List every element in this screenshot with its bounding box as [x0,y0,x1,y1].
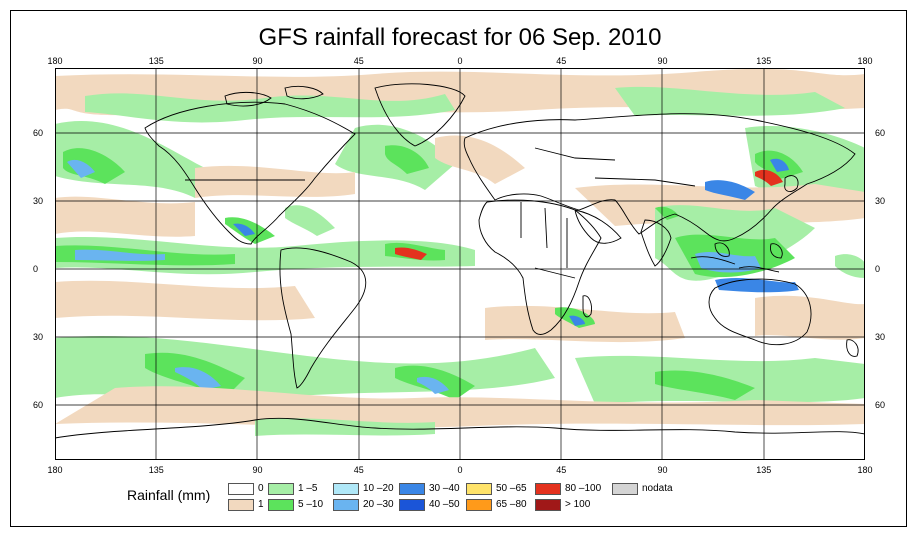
legend-swatch [399,483,425,495]
legend-swatch [228,483,254,495]
legend-swatch [535,499,561,511]
graticule [55,68,865,460]
bottom-lon-tick: 45 [353,465,364,475]
legend-label: 10 –20 [363,483,394,494]
legend-swatch [228,499,254,511]
bottom-lon-tick: 90 [252,465,263,475]
right-lat-tick: 0 [875,264,881,274]
legend-swatch [612,483,638,495]
bottom-lon-tick: 180 [47,465,63,475]
left-lat-tick: 30 [33,196,44,206]
left-lat-tick: 60 [33,400,44,410]
legend-label: 65 –80 [496,499,527,510]
legend-label: 80 –100 [565,483,602,494]
legend-label: 20 –30 [363,499,394,510]
legend-label: 40 –50 [429,499,460,510]
top-lon-tick: 90 [252,56,263,66]
rainfall-map [55,68,865,460]
left-lat-tick: 0 [33,264,39,274]
legend-title: Rainfall (mm) [127,487,211,503]
bottom-lon-tick: 135 [148,465,164,475]
legend-swatch [333,499,359,511]
map-title: GFS rainfall forecast for 06 Sep. 2010 [258,24,662,51]
top-lon-tick: 45 [353,56,364,66]
top-lon-tick: 45 [556,56,567,66]
bottom-lon-tick: 0 [457,465,463,475]
left-lat-tick: 60 [33,128,44,138]
legend-swatch [535,483,561,495]
right-lat-tick: 60 [875,128,886,138]
top-lon-tick: 0 [457,56,463,66]
bottom-lon-tick: 90 [657,465,668,475]
coastlines [55,83,865,439]
legend-label: 1 [258,499,264,510]
legend-swatch [268,483,294,495]
bottom-lon-tick: 45 [556,465,567,475]
top-lon-tick: 180 [47,56,63,66]
legend-label: 0 [258,483,264,494]
right-lat-tick: 30 [875,196,886,206]
bottom-lon-tick: 180 [857,465,873,475]
left-lat-tick: 30 [33,332,44,342]
top-lon-tick: 135 [756,56,772,66]
legend-label: 1 –5 [298,483,318,494]
right-lat-tick: 60 [875,400,886,410]
legend-label: 30 –40 [429,483,460,494]
top-lon-tick: 135 [148,56,164,66]
figure-frame [10,10,907,527]
legend-label: 5 –10 [298,499,324,510]
legend-swatch [466,499,492,511]
top-lon-tick: 180 [857,56,873,66]
right-lat-tick: 30 [875,332,886,342]
legend-label: nodata [642,483,673,494]
legend-swatch [268,499,294,511]
legend-label: 50 –65 [496,483,527,494]
map-border [55,68,865,460]
legend-swatch [466,483,492,495]
legend-swatch [399,499,425,511]
legend-swatch [333,483,359,495]
bottom-lon-tick: 135 [756,465,772,475]
top-lon-tick: 90 [657,56,668,66]
legend-label: > 100 [565,499,591,510]
